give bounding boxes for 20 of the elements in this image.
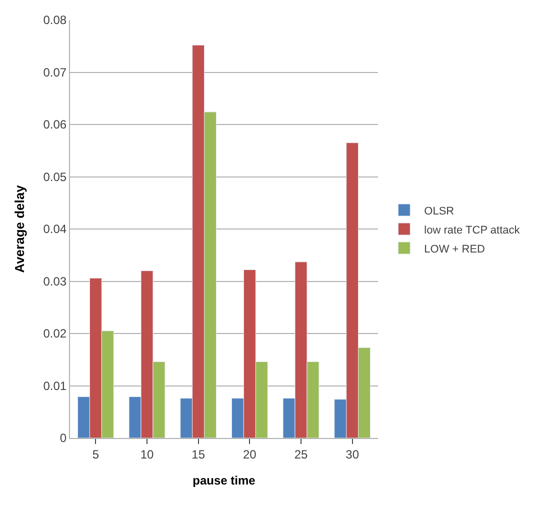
legend-label: low rate TCP attack [424, 224, 520, 236]
y-tick-label: 0.08 [43, 13, 67, 28]
x-axis-title: pause time [192, 473, 256, 488]
y-tick-label: 0.02 [43, 326, 67, 341]
y-tick-label: 0.06 [43, 118, 67, 132]
x-tick-label: 30 [346, 447, 360, 462]
x-tick-label: 5 [92, 447, 100, 462]
x-tick-label: 20 [242, 447, 257, 462]
y-tick-label: 0 [60, 431, 67, 446]
y-tick-label: 0.04 [43, 222, 67, 236]
y-tick-label: 0.01 [43, 378, 67, 393]
legend-label: OLSR [424, 205, 454, 218]
y-tick-label: 0.03 [43, 274, 67, 288]
y-tick-label: 0.05 [43, 170, 67, 184]
x-tick-label: 15 [192, 447, 206, 462]
x-tick-label: 25 [294, 447, 308, 462]
x-tick-label: 10 [140, 447, 154, 462]
y-tick-label: 0.07 [43, 65, 67, 80]
y-axis-title: Average delay [12, 184, 28, 273]
legend-label: LOW + RED [424, 243, 486, 256]
